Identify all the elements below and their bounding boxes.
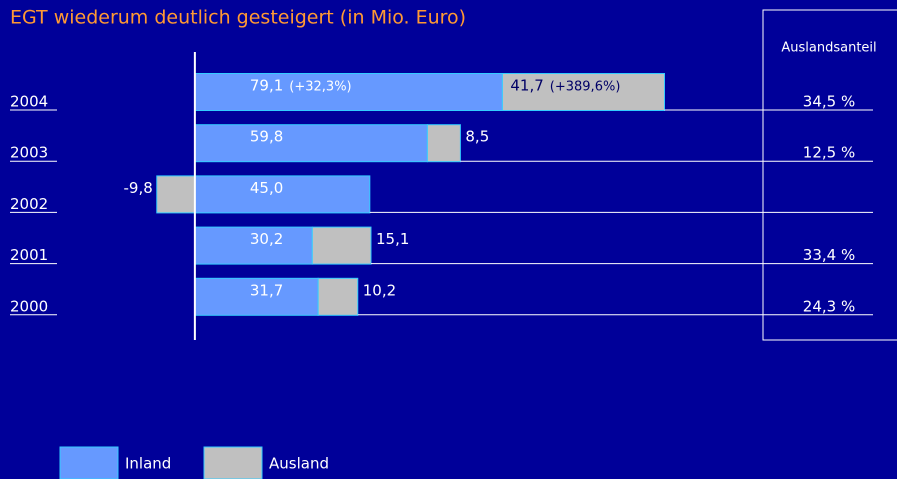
bar <box>194 175 371 214</box>
value-label: 30,2 <box>250 230 283 248</box>
category-label: 2002 <box>10 195 48 213</box>
value-label: 10,2 <box>363 281 396 299</box>
category-label: 2001 <box>10 246 48 264</box>
bar <box>194 124 428 163</box>
legend-label: Inland <box>125 455 171 473</box>
value-label: 45,0 <box>250 179 283 197</box>
bar <box>501 73 666 111</box>
share-header: Auslandsanteil <box>781 41 876 56</box>
value-label: 8,5 <box>465 128 489 146</box>
annotation: (+389,6%) <box>550 80 621 95</box>
share-label: 34,5 % <box>803 93 855 111</box>
value-label: 15,1 <box>376 230 409 248</box>
legend-swatch <box>59 446 119 479</box>
bar <box>311 226 372 265</box>
chart-title: EGT wiederum deutlich gesteigert (in Mio… <box>10 7 466 29</box>
legend-label: Ausland <box>269 455 329 473</box>
legend-swatch <box>203 446 263 479</box>
category-label: 2003 <box>10 144 48 162</box>
share-box <box>762 9 897 341</box>
share-label: 24,3 % <box>803 297 855 315</box>
bar <box>156 175 196 214</box>
value-label: -9,8 <box>123 179 152 197</box>
value-label: 41,7 <box>510 77 543 95</box>
category-label: 2004 <box>10 93 48 111</box>
bar <box>426 124 461 163</box>
value-label: 31,7 <box>250 281 283 299</box>
annotation: (+32,3%) <box>289 80 351 95</box>
category-label: 2000 <box>10 297 48 315</box>
share-label: 33,4 % <box>803 246 855 264</box>
bar <box>317 277 359 316</box>
value-label: 59,8 <box>250 128 283 146</box>
value-label: 79,1 <box>250 77 283 95</box>
share-label: 12,5 % <box>803 144 855 162</box>
